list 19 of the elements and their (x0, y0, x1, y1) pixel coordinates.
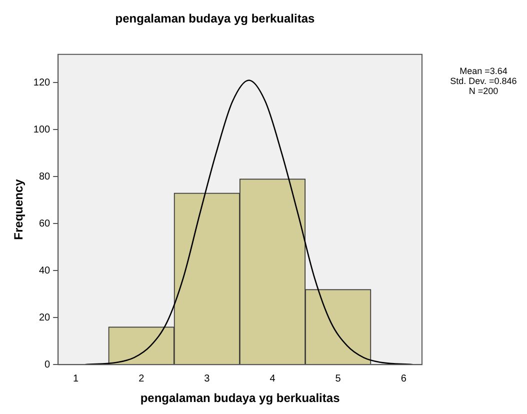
y-tick-label: 20 (38, 312, 51, 324)
y-tick-label: 120 (33, 77, 51, 88)
x-tick-label: 4 (270, 373, 276, 384)
x-tick-label: 6 (400, 373, 407, 384)
x-tick-label: 5 (335, 373, 342, 384)
x-tick-label: 1 (73, 373, 80, 384)
y-tick-label: 0 (44, 359, 51, 370)
y-tick-label: 80 (38, 171, 51, 182)
text: Std. Dev. =0.846 (449, 76, 518, 86)
y-tick-label: 100 (33, 124, 51, 136)
text: Mean =3.64 (458, 66, 508, 76)
x-axis-title: pengalaman budaya yg berkualitas (140, 391, 340, 406)
x-tick-label: 2 (138, 373, 145, 384)
y-tick-label: 60 (38, 218, 51, 230)
chart-title: pengalaman budaya yg berkualitas (115, 12, 316, 26)
text: N =200 (468, 86, 500, 96)
x-tick-label: 3 (204, 373, 210, 384)
y-tick-label: 40 (38, 265, 51, 276)
y-axis-title: Frequency (12, 178, 26, 240)
